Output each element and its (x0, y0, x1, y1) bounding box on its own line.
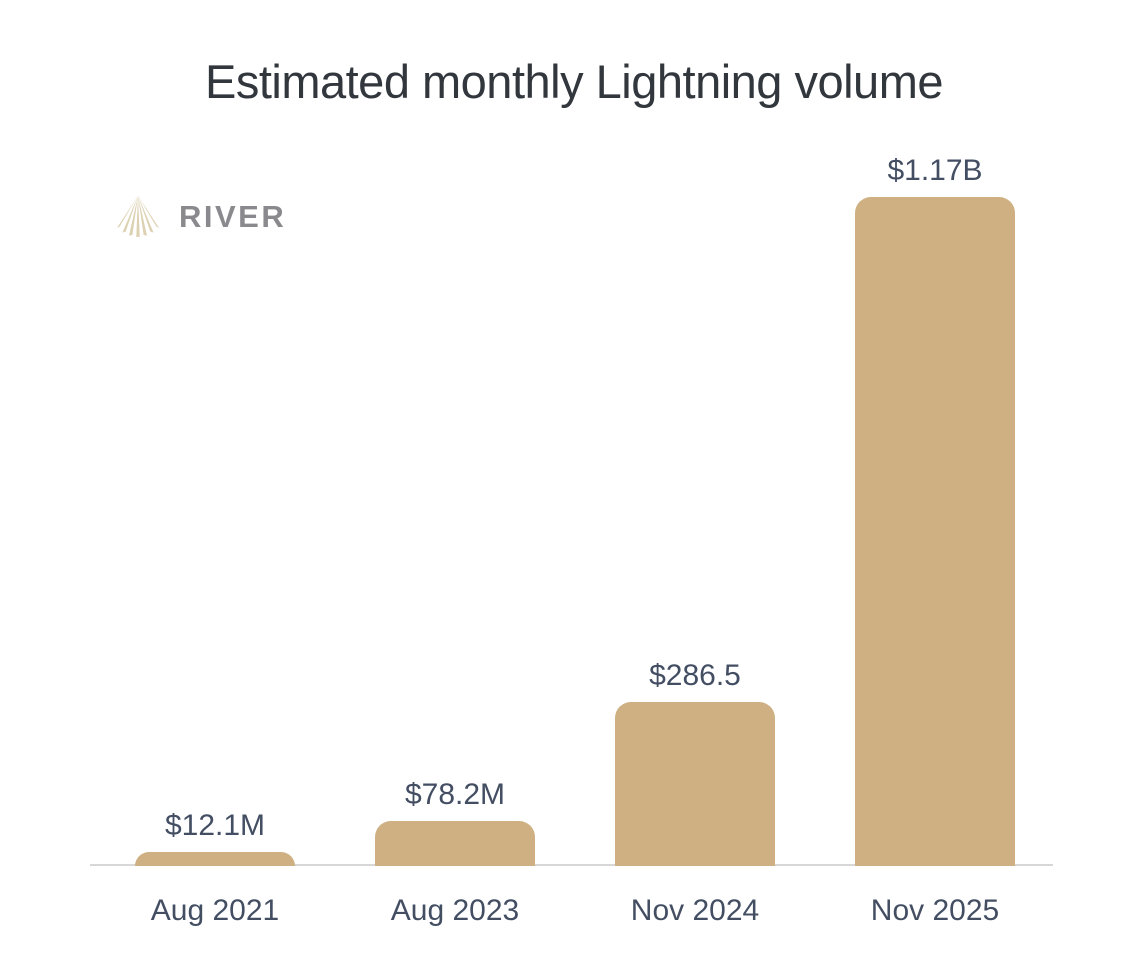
x-tick-label: Aug 2021 (150, 894, 280, 927)
bar-value-label: $12.1M (164, 809, 266, 842)
x-tick-label: Aug 2023 (390, 894, 520, 927)
bar-value-label: $78.2M (404, 778, 506, 811)
bar-group-nov-2025: $1.17B Nov 2025 (855, 154, 1015, 927)
x-tick-label: Nov 2024 (630, 894, 760, 927)
chart-title: Estimated monthly Lightning volume (204, 55, 944, 108)
bar-nov-2024 (615, 702, 775, 866)
bar-nov-2025 (855, 197, 1015, 866)
bar-group-aug-2021: $12.1M Aug 2021 (135, 809, 295, 927)
river-logo-text: RIVER (179, 198, 287, 234)
x-axis-line (90, 864, 1053, 866)
bar-group-aug-2023: $78.2M Aug 2023 (375, 778, 535, 927)
bar-aug-2023 (375, 821, 535, 866)
bar-aug-2021 (135, 852, 295, 866)
x-tick-label: Nov 2025 (870, 894, 1000, 927)
bar-group-nov-2024: $286.5 Nov 2024 (615, 659, 775, 927)
river-logo: RIVER (112, 194, 286, 239)
bar-value-label: $1.17B (887, 154, 983, 187)
river-rays-icon (116, 195, 160, 237)
bar-value-label: $286.5 (649, 659, 741, 692)
